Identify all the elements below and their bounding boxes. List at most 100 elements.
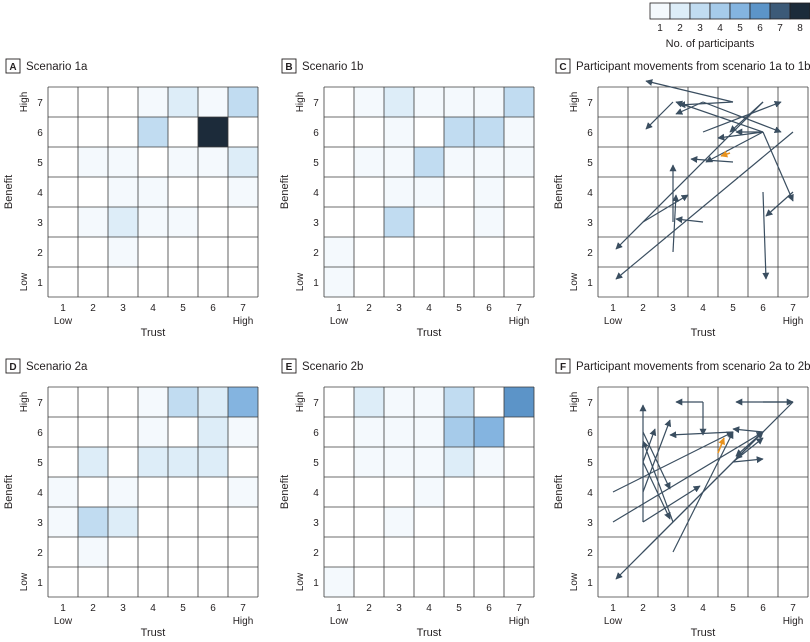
y-tick-label: 1 [313,278,319,289]
y-axis-title: Benefit [3,475,15,509]
heatmap-cell [324,237,354,267]
movement-arrow [669,431,734,439]
x-tick-label: 7 [240,603,246,614]
y-tick-label: 3 [313,218,319,229]
panel-e: E Scenario 2b 1 2 3 4 5 6 7 Low High Trust 1 2 3 4 5 6 7 Hi… [279,358,535,639]
y-tick-labels: 1 2 3 4 5 6 7 [37,98,43,289]
panel-title: Participant movements from scenario 1a t… [576,61,810,73]
x-tick-label: 6 [760,603,766,614]
x-tick-label: 2 [640,303,646,314]
heatmap-cell [414,147,444,177]
heatmap-cell [198,117,228,147]
panel-letter-box [281,58,297,74]
y-tick-label: 3 [587,218,593,229]
movement-arrow [641,440,674,523]
x-tick-label: 1 [336,303,342,314]
movement-arrow [717,131,764,141]
heatmap-cell [168,87,198,117]
heatmap-cell [138,417,168,447]
panel-title: Participant movements from scenario 2a t… [576,361,810,373]
heatmap-cell [168,447,198,477]
heatmap-cell [474,447,504,477]
heatmap-cell [138,447,168,477]
heatmap-cell [354,387,384,417]
x-tick-label: 4 [426,303,432,314]
legend-title: No. of participants [666,38,755,50]
panel-letter: D [9,362,16,373]
movement-arrow [645,101,674,130]
legend-tick-label: 2 [677,23,683,34]
heatmap-cell [504,147,534,177]
y-tick-label: 5 [587,158,593,169]
x-tick-label: 4 [426,603,432,614]
panel-title: Scenario 2a [26,361,88,373]
legend-tick-label: 1 [657,23,663,34]
x-high-label: High [509,616,530,627]
y-low-label: Low [569,272,580,291]
y-tick-label: 6 [587,128,593,139]
legend-swatch [789,2,810,20]
x-tick-label: 3 [120,603,126,614]
panel-title: Scenario 2b [302,361,363,373]
heatmap-cell [414,387,444,417]
movement-arrow [732,426,764,434]
x-low-label: Low [330,316,349,327]
heatmap-cell [198,87,228,117]
heatmap-cell [324,267,354,297]
x-axis-title: Trust [691,627,716,637]
y-tick-label: 6 [313,428,319,439]
y-tick-label: 4 [587,488,593,499]
y-tick-label: 2 [587,548,593,559]
heatmap-cell [48,477,78,507]
x-high-label: High [233,616,254,627]
panel-a: A Scenario 1a 1 2 3 4 5 6 7 Low High Trust 1 2 3 4 5 6 7 Hi… [3,58,259,339]
panel-letter-box [5,358,21,374]
x-tick-label: 6 [760,303,766,314]
y-tick-labels: 1 2 3 4 5 6 7 [587,398,593,589]
y-low-label: Low [19,572,30,591]
heatmap-cell [228,87,258,117]
heatmap-cell [474,147,504,177]
x-tick-label: 6 [210,303,216,314]
movement-arrow [642,419,672,493]
panel-letter-box [555,58,571,74]
y-tick-label: 1 [37,578,43,589]
heatmap-cells [324,87,534,297]
heatmap-cell [168,207,198,237]
heatmap-cell [138,387,168,417]
y-tick-label: 2 [313,548,319,559]
x-tick-label: 5 [456,603,462,614]
grid-lines [323,86,535,298]
heatmap-cell [444,417,474,447]
heatmap-cell [384,117,414,147]
x-tick-label: 7 [516,303,522,314]
movement-arrow [675,216,704,224]
heatmap-cell [198,447,228,477]
x-tick-label: 1 [610,303,616,314]
x-tick-label: 3 [670,303,676,314]
y-tick-label: 2 [37,548,43,559]
heatmap-cell [384,177,414,207]
x-low-label: Low [330,616,349,627]
movement-arrow [642,431,671,490]
movement-arrow [702,101,782,134]
heatmap-cell [414,177,444,207]
x-tick-label: 1 [60,303,66,314]
y-tick-label: 4 [37,488,43,499]
movement-arrow [612,431,734,493]
x-tick-label: 5 [180,603,186,614]
heatmap-cell [384,447,414,477]
y-tick-label: 6 [37,128,43,139]
x-high-label: High [783,616,804,627]
grid-lines [47,386,259,598]
heatmap-cell [354,87,384,117]
heatmap-cell [384,387,414,417]
y-tick-label: 1 [587,278,593,289]
y-axis-title: Benefit [553,175,565,209]
legend-ticks: 1 2 3 4 5 6 7 8 [657,23,803,34]
heatmap-cell [504,387,534,417]
legend-swatch [709,2,731,20]
legend-swatches [649,2,810,20]
y-tick-label: 1 [313,578,319,589]
